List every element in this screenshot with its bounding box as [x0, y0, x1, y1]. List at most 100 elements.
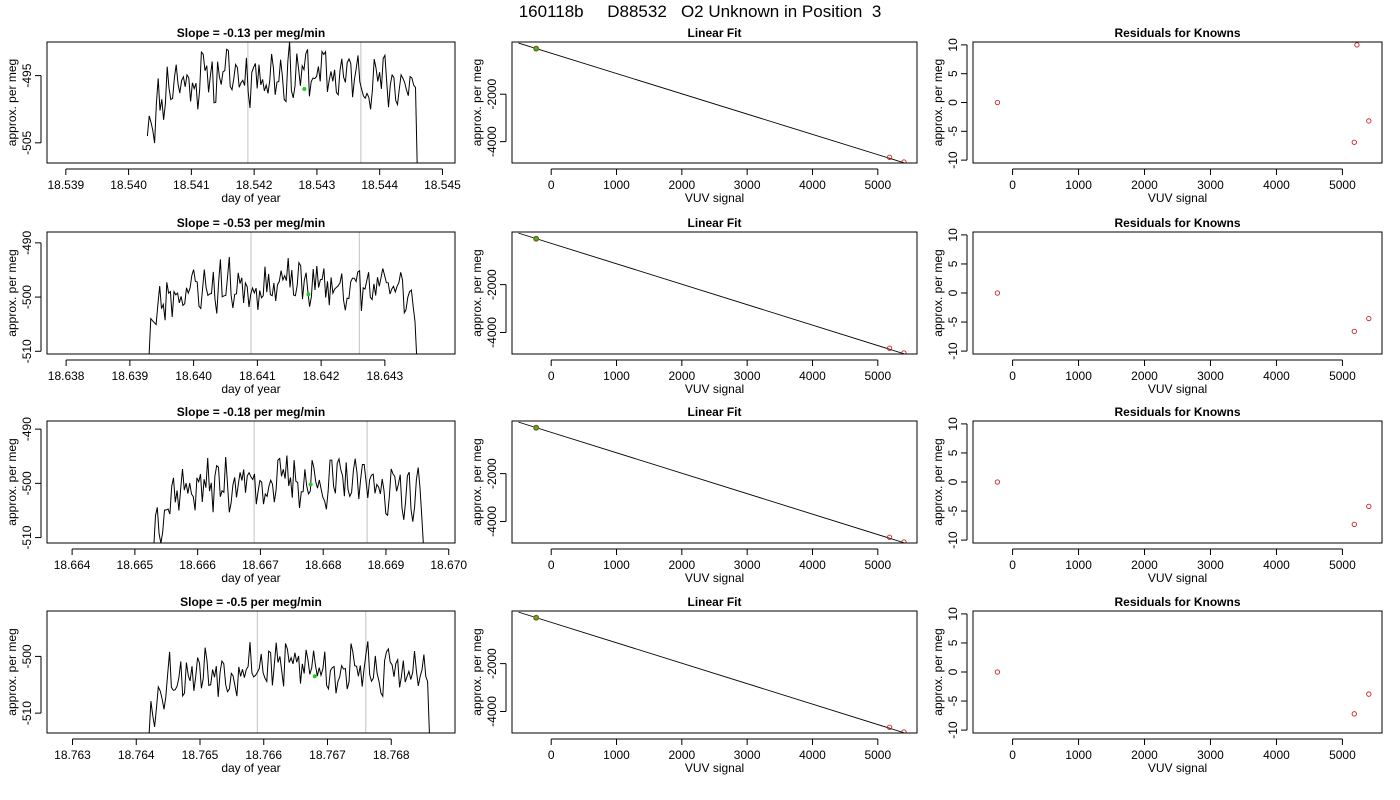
plot-frame	[46, 420, 456, 544]
x-axis-label: VUV signal	[685, 382, 744, 396]
y-tick-label: -4000	[485, 696, 499, 727]
y-axis-label: approx. per meg	[5, 438, 19, 525]
data-point-known	[533, 236, 539, 242]
x-tick-label: 0	[548, 369, 555, 383]
x-tick-label: 18.664	[54, 558, 91, 572]
panel-r1-c1: Slope = -0.13 per meg/min 18.539 18.540 18.…	[5, 26, 461, 205]
x-axis-label: day of year	[221, 382, 280, 396]
x-tick-label: 18.542	[236, 178, 273, 192]
y-tick-label: 10	[946, 228, 960, 242]
x-tick-label: 18.763	[54, 748, 91, 762]
plot-frame	[511, 610, 918, 734]
x-axis-label: VUV signal	[1148, 761, 1207, 775]
y-tick-label: -510	[20, 525, 34, 549]
signal-trace	[146, 42, 418, 163]
x-tick-label: 18.541	[173, 178, 210, 192]
x-tick-label: 5000	[1329, 558, 1356, 572]
y-tick-label: -500	[20, 471, 34, 495]
x-tick-label: 3000	[734, 748, 761, 762]
x-tick-label: 4000	[799, 178, 826, 192]
data-point-known	[886, 154, 893, 160]
y-tick-label: 0	[946, 289, 960, 296]
x-tick-label: 0	[548, 558, 555, 572]
data-point-known	[1351, 711, 1357, 717]
y-axis-label: approx. per meg	[931, 59, 945, 146]
y-tick-label: -510	[20, 701, 34, 725]
x-tick-label: 0	[1009, 369, 1016, 383]
x-tick-label: 5000	[1329, 178, 1356, 192]
y-tick-label: -5	[946, 695, 960, 706]
y-tick-label: -4000	[485, 317, 499, 348]
fit-line	[518, 611, 905, 733]
plot-area	[518, 421, 907, 543]
y-axis-label: approx. per meg	[470, 628, 484, 715]
data-point-known	[533, 45, 539, 52]
x-tick-label: 5000	[864, 178, 891, 192]
y-tick-label: -10	[946, 342, 960, 360]
x-tick-label: 5000	[864, 748, 891, 762]
x-tick-label: 1000	[603, 178, 630, 192]
plot-area	[518, 611, 907, 733]
x-tick-label: 5000	[864, 369, 891, 383]
x-axis-label: VUV signal	[685, 191, 744, 205]
y-axis-label: approx. per meg	[470, 249, 484, 336]
x-tick-label: 18.766	[245, 748, 282, 762]
x-tick-label: 18.768	[373, 748, 410, 762]
mean-point	[302, 87, 307, 92]
panel-title: Linear Fit	[687, 216, 741, 230]
x-tick-label: 1000	[603, 369, 630, 383]
y-tick-label: 10	[946, 417, 960, 431]
data-point-known	[1366, 118, 1372, 124]
x-tick-label: 3000	[1197, 369, 1224, 383]
y-tick-label: -4000	[485, 126, 499, 157]
y-tick-label: -4000	[485, 506, 499, 537]
x-axis-label: VUV signal	[1148, 191, 1207, 205]
y-tick-label: 5	[946, 260, 960, 267]
data-point-known	[1366, 315, 1372, 322]
panel-r3-c3: Residuals for Knowns 0 1000 2000 3000 4000 500…	[931, 405, 1383, 585]
panel-r2-c2: Linear Fit 0 1000 2000 3000 4000 5000 VUV signa…	[470, 216, 918, 396]
x-axis-label: day of year	[221, 191, 280, 205]
plot-frame	[511, 231, 918, 355]
x-axis-label: VUV signal	[685, 571, 744, 585]
x-tick-label: 4000	[1263, 558, 1290, 572]
fit-line	[518, 421, 905, 543]
y-tick-label: 5	[946, 70, 960, 77]
data-point-known	[1354, 42, 1360, 48]
plot-area	[994, 290, 1372, 334]
data-point-known	[533, 425, 539, 431]
mean-point	[306, 292, 311, 297]
x-tick-label: 18.539	[47, 178, 84, 192]
plot-frame	[46, 41, 456, 164]
panel-title: Slope = -0.5 per meg/min	[180, 595, 322, 609]
y-tick-label: 5	[946, 639, 960, 646]
signal-trace	[153, 455, 424, 543]
mean-point	[308, 482, 313, 487]
data-point-known	[886, 724, 893, 730]
x-tick-label: 18.641	[239, 369, 276, 383]
x-tick-label: 1000	[1065, 369, 1092, 383]
plot-frame	[972, 420, 1383, 544]
x-tick-label: 0	[1009, 178, 1016, 192]
x-tick-label: 18.767	[309, 748, 346, 762]
x-tick-label: 18.540	[110, 178, 147, 192]
y-tick-label: -495	[20, 63, 34, 87]
x-tick-label: 5000	[864, 558, 891, 572]
panel-title: Slope = -0.18 per meg/min	[177, 405, 325, 419]
data-point-known	[1366, 691, 1372, 697]
x-tick-label: 18.669	[368, 558, 405, 572]
data-point-known	[994, 479, 1001, 485]
x-tick-label: 1000	[603, 748, 630, 762]
panel-title: Linear Fit	[687, 595, 741, 609]
panel-r3-c2: Linear Fit 0 1000 2000 3000 4000 5000 VUV signa…	[470, 405, 918, 585]
x-tick-label: 4000	[799, 748, 826, 762]
x-axis-label: VUV signal	[1148, 382, 1207, 396]
y-tick-label: 0	[946, 668, 960, 675]
y-tick-label: -2000	[485, 79, 499, 110]
data-point-known	[886, 534, 893, 540]
x-tick-label: 18.543	[299, 178, 336, 192]
y-tick-label: -2000	[485, 648, 499, 679]
x-tick-label: 2000	[668, 558, 695, 572]
y-tick-label: 10	[946, 607, 960, 621]
x-tick-label: 1000	[1065, 178, 1092, 192]
